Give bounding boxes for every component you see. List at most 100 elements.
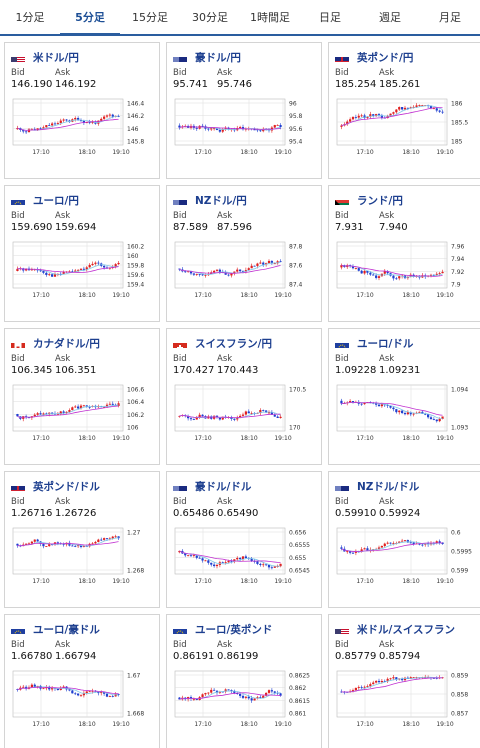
tab-3[interactable]: 30分足 [192, 11, 228, 24]
candlestick-chart[interactable]: 1.67 1.668 17:10 18:10 19:10 [5, 669, 160, 735]
candlestick-chart[interactable]: 186 185.5 185 17:10 18:10 19:10 [329, 97, 480, 163]
rate-card[interactable]: NZドル/ドル Bid Ask 0.59910 0.59924 0.6 0.5995 0.59… [328, 471, 480, 608]
tab-6[interactable]: 週足 [379, 11, 401, 24]
x-tick-label: 18:10 [240, 578, 257, 585]
rate-card[interactable]: カナダドル/円 Bid Ask 106.345 106.351 106.6 106.4 106… [4, 328, 160, 465]
currency-pair-link[interactable]: NZドル/ドル [357, 480, 420, 493]
candle-body [267, 690, 271, 693]
tab-2[interactable]: 15分足 [132, 11, 168, 24]
tab-4[interactable]: 1時間足 [250, 11, 290, 24]
candle-body [256, 129, 259, 131]
candle-body [27, 543, 31, 545]
rate-card[interactable]: 豪ドル/円 Bid Ask 95.741 95.746 96 95.8 95.6 95.4 17:… [166, 42, 322, 179]
rate-card[interactable]: ランド/円 Bid Ask 7.931 7.940 7.96 7.94 7.92 7.9 17:1… [328, 185, 480, 322]
tab-1[interactable]: 5分足 [60, 0, 120, 36]
rate-card[interactable]: NZドル/円 Bid Ask 87.589 87.596 87.8 87.6 87.4 17:1… [166, 185, 322, 322]
chart-frame [336, 384, 448, 432]
candle-body [204, 693, 207, 695]
candle-body [85, 691, 88, 693]
tab-7[interactable]: 月足 [439, 11, 461, 24]
x-tick-label: 17:10 [32, 721, 49, 728]
candle-body [247, 411, 250, 414]
candle-body [395, 278, 398, 280]
candle-body [409, 677, 412, 679]
candlestick-chart[interactable]: 170.5 170 17:10 18:10 19:10 [167, 383, 322, 449]
candle-body [111, 403, 114, 405]
currency-pair-link[interactable]: ランド/円 [357, 194, 403, 207]
x-tick-label: 19:10 [436, 578, 453, 585]
ask-value: 1.26726 [55, 508, 97, 519]
rate-card[interactable]: 米ドル/スイスフラン Bid Ask 0.85779 0.85794 0.859 0.858… [328, 614, 480, 748]
rate-card[interactable]: 豪ドル/ドル Bid Ask 0.65486 0.65490 0.656 0.6555 0.6… [166, 471, 322, 608]
candlestick-chart[interactable]: 1.094 1.093 17:10 18:10 19:10 [329, 383, 480, 449]
currency-pair-link[interactable]: 豪ドル/ドル [195, 480, 252, 493]
candle-body [71, 271, 74, 273]
candle-body [398, 107, 401, 110]
rate-card[interactable]: スイスフラン/円 Bid Ask 170.427 170.443 170.5 170 17:1… [166, 328, 322, 465]
rate-card[interactable]: ユーロ/ドル Bid Ask 1.09228 1.09231 1.094 1.093 17:1… [328, 328, 480, 465]
candle-body [435, 273, 438, 275]
rate-card[interactable]: ユーロ/円 Bid Ask 159.690 159.694 160.2 160 159.8 15… [4, 185, 160, 322]
rate-card[interactable]: ユーロ/英ポンド Bid Ask 0.86191 0.86199 0.8625 0.862 0… [166, 614, 322, 748]
candle-body [195, 417, 198, 420]
currency-pair-link[interactable]: ユーロ/円 [33, 194, 79, 207]
candlestick-chart[interactable]: 0.6 0.5995 0.599 17:10 18:10 19:10 [329, 526, 480, 592]
rate-card[interactable]: 英ポンド/円 Bid Ask 185.254 185.261 186 185.5 185 17:… [328, 42, 480, 179]
candlestick-chart[interactable]: 0.8625 0.862 0.8615 0.861 17:10 18:10 19:10 [167, 669, 322, 735]
moving-average-long [179, 692, 281, 700]
rate-card[interactable]: ユーロ/豪ドル Bid Ask 1.66780 1.66794 1.67 1.668 17:1… [4, 614, 160, 748]
flag-icon [335, 338, 349, 348]
moving-average-long [341, 264, 443, 277]
currency-pair-link[interactable]: 英ポンド/円 [357, 51, 414, 64]
currency-pair-link[interactable]: スイスフラン/円 [195, 337, 273, 350]
y-tick-label: 159.6 [127, 272, 144, 279]
rate-card[interactable]: 米ドル/円 Bid Ask 146.190 146.192 146.4 146.2 146 14… [4, 42, 160, 179]
candlestick-chart[interactable]: 106.6 106.4 106.2 106 17:10 18:10 19:10 [5, 383, 160, 449]
candle-body [340, 125, 343, 127]
candle-body [259, 410, 262, 414]
y-tick-label: 0.6545 [289, 568, 310, 575]
tab-5[interactable]: 日足 [319, 11, 341, 24]
candle-body [233, 271, 236, 274]
candle-body [16, 128, 19, 130]
candle-body [79, 268, 83, 270]
currency-pair-link[interactable]: NZドル/円 [195, 194, 247, 207]
moving-average-long [17, 686, 119, 695]
ask-value: 1.09231 [379, 365, 421, 376]
currency-pair-link[interactable]: ユーロ/ドル [357, 337, 414, 350]
currency-pair-link[interactable]: 米ドル/円 [33, 51, 79, 64]
currency-pair-link[interactable]: ユーロ/英ポンド [195, 623, 273, 636]
candlestick-chart[interactable]: 87.8 87.6 87.4 17:10 18:10 19:10 [167, 240, 322, 306]
candlestick-chart[interactable]: 1.27 1.268 17:10 18:10 19:10 [5, 526, 160, 592]
candle-body [398, 276, 401, 279]
moving-average-short [179, 550, 281, 567]
x-tick-label: 19:10 [436, 149, 453, 156]
price-labels: Bid Ask [329, 354, 480, 365]
candlestick-chart[interactable]: 160.2 160 159.8 159.6 159.4 17:10 18:10 19:10 [5, 240, 160, 306]
x-tick-label: 17:10 [194, 292, 211, 299]
y-tick-label: 7.9 [451, 282, 461, 289]
currency-pair-link[interactable]: 米ドル/スイスフラン [357, 623, 456, 636]
candle-body [375, 680, 378, 683]
candlestick-chart[interactable]: 0.656 0.6555 0.655 0.6545 17:10 18:10 19:10 [167, 526, 322, 592]
rate-card[interactable]: 英ポンド/ドル Bid Ask 1.26716 1.26726 1.27 1.268 17:1… [4, 471, 160, 608]
candle-body [62, 411, 65, 414]
candle-body [108, 538, 111, 540]
currency-pair-link[interactable]: ユーロ/豪ドル [33, 623, 100, 636]
candle-body [429, 417, 433, 420]
candlestick-chart[interactable]: 96 95.8 95.6 95.4 17:10 18:10 19:10 [167, 97, 322, 163]
currency-pair-link[interactable]: 豪ドル/円 [195, 51, 241, 64]
x-tick-label: 17:10 [194, 435, 211, 442]
candlestick-chart[interactable]: 146.4 146.2 146 145.8 17:10 18:10 19:10 [5, 97, 160, 163]
currency-pair-link[interactable]: カナダドル/円 [33, 337, 100, 350]
currency-pair-link[interactable]: 英ポンド/ドル [33, 480, 100, 493]
tab-0[interactable]: 1分足 [15, 11, 45, 24]
candle-body [340, 400, 343, 404]
candle-body [94, 262, 97, 264]
candle-body [276, 261, 279, 264]
y-tick-label: 0.599 [451, 568, 468, 575]
candlestick-chart[interactable]: 0.859 0.858 0.857 17:10 18:10 19:10 [329, 669, 480, 735]
candlestick-chart[interactable]: 7.96 7.94 7.92 7.9 17:10 18:10 19:10 [329, 240, 480, 306]
ask-value: 146.192 [55, 79, 97, 90]
y-tick-label: 145.8 [127, 139, 144, 146]
